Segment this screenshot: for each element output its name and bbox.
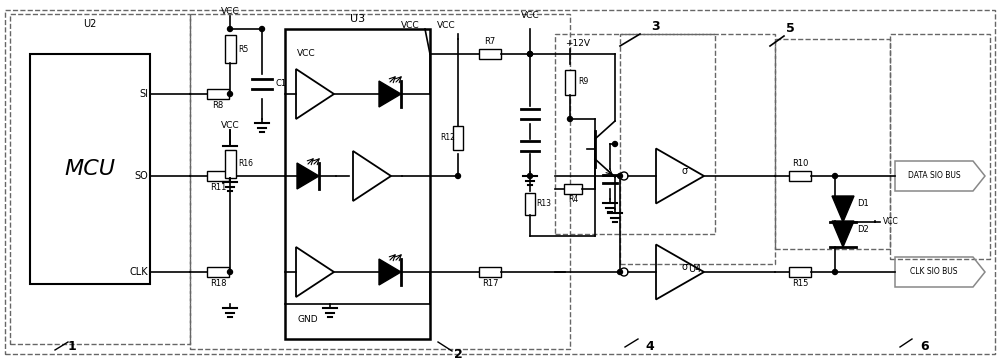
Text: R8: R8 — [212, 102, 224, 111]
Bar — [479, 267, 501, 277]
Text: 1: 1 — [68, 340, 76, 352]
Bar — [224, 150, 236, 178]
Circle shape — [528, 51, 532, 56]
Text: R16: R16 — [238, 159, 253, 169]
Text: VCC: VCC — [221, 8, 239, 16]
Bar — [789, 267, 811, 277]
Text: R5: R5 — [238, 44, 248, 54]
Circle shape — [528, 51, 532, 56]
Circle shape — [832, 174, 838, 178]
Text: U4: U4 — [688, 264, 702, 274]
Circle shape — [456, 174, 460, 178]
Text: VCC: VCC — [883, 217, 899, 226]
Text: MCU: MCU — [64, 159, 116, 179]
Text: CLK: CLK — [129, 267, 148, 277]
Text: R13: R13 — [536, 199, 551, 209]
Text: R4: R4 — [568, 194, 578, 203]
Bar — [775, 39, 890, 249]
Text: +12V: +12V — [565, 40, 590, 48]
Text: 2: 2 — [454, 348, 462, 360]
Polygon shape — [832, 196, 854, 222]
Text: R18: R18 — [210, 280, 226, 289]
Text: 6: 6 — [921, 340, 929, 353]
Circle shape — [612, 142, 618, 146]
Bar — [224, 35, 236, 63]
Circle shape — [228, 269, 232, 274]
Bar — [10, 14, 190, 344]
Bar — [620, 34, 775, 264]
Bar — [207, 171, 229, 181]
Bar — [285, 29, 430, 339]
Bar — [190, 14, 570, 349]
Text: VCC: VCC — [401, 21, 420, 31]
Text: R15: R15 — [792, 280, 808, 289]
Bar — [30, 54, 150, 284]
Text: VCC: VCC — [221, 122, 239, 131]
Text: 5: 5 — [786, 21, 794, 35]
Text: R12: R12 — [440, 134, 455, 142]
Text: R7: R7 — [484, 37, 496, 47]
Text: 3: 3 — [651, 20, 659, 32]
Text: R17: R17 — [482, 280, 498, 289]
Text: SI: SI — [139, 89, 148, 99]
Text: U3: U3 — [350, 14, 365, 24]
Text: GND: GND — [297, 314, 318, 324]
Text: DATA SIO BUS: DATA SIO BUS — [908, 171, 960, 181]
Circle shape — [568, 116, 572, 122]
Circle shape — [618, 269, 622, 274]
Bar — [525, 193, 535, 215]
Bar — [453, 126, 463, 150]
Text: R9: R9 — [578, 78, 588, 87]
Text: VCC: VCC — [437, 20, 455, 29]
Text: VCC: VCC — [521, 12, 539, 20]
Circle shape — [228, 91, 232, 96]
Text: D1: D1 — [857, 199, 869, 209]
Text: SO: SO — [134, 171, 148, 181]
Text: σ: σ — [682, 166, 688, 176]
Circle shape — [260, 27, 264, 32]
Bar — [890, 34, 990, 259]
Polygon shape — [379, 81, 401, 107]
Circle shape — [228, 27, 232, 32]
Text: R11: R11 — [210, 183, 226, 193]
Text: σ: σ — [682, 262, 688, 272]
Text: U2: U2 — [83, 19, 97, 29]
Text: D2: D2 — [857, 225, 869, 233]
Text: CLK SIO BUS: CLK SIO BUS — [910, 268, 958, 277]
Bar — [555, 34, 715, 234]
Text: R10: R10 — [792, 159, 808, 169]
Bar — [207, 267, 229, 277]
Polygon shape — [297, 163, 319, 189]
Circle shape — [528, 174, 532, 178]
Polygon shape — [379, 259, 401, 285]
Bar — [789, 171, 811, 181]
Text: C1: C1 — [276, 79, 287, 88]
Bar — [479, 49, 501, 59]
Text: VCC: VCC — [297, 50, 316, 59]
Polygon shape — [832, 221, 854, 247]
Circle shape — [832, 269, 838, 274]
Circle shape — [618, 174, 622, 178]
Bar — [564, 184, 582, 194]
Bar — [565, 70, 575, 95]
Bar — [207, 89, 229, 99]
Text: 4: 4 — [646, 340, 654, 353]
